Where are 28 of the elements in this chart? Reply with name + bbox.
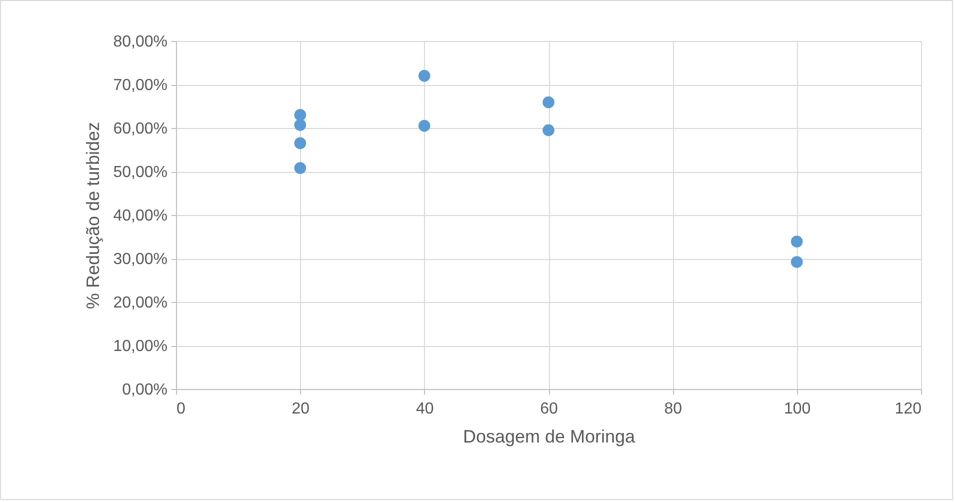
x-tick-label: 20 (292, 400, 310, 418)
y-tick-label: 30,00% (113, 251, 168, 268)
y-axis-title: % Redução de turbidez (83, 122, 104, 310)
point (294, 119, 306, 131)
x-tick-label: 40 (416, 400, 434, 418)
point (294, 137, 306, 150)
y-tick-label: 20,00% (113, 294, 168, 312)
point (418, 120, 430, 132)
point (790, 236, 803, 248)
y-tick-label: 40,00% (113, 208, 168, 224)
y-tick-label: 50,00% (113, 164, 168, 181)
y-tick-label: 80,00% (113, 34, 168, 50)
x-axis-title: Dosagem de Moringa (462, 426, 636, 446)
y-tick-label: 60,00% (113, 120, 168, 138)
y-tick-label: 0,00% (122, 382, 168, 398)
point (418, 70, 430, 82)
x-tick-label: 60 (540, 400, 558, 418)
point (790, 256, 803, 268)
x-tick-label: 0 (176, 400, 186, 418)
y-tick-label: 70,00% (113, 77, 168, 94)
point (294, 109, 306, 121)
point (294, 162, 306, 174)
point (542, 96, 554, 108)
x-tick-label: 100 (784, 400, 811, 418)
point (542, 124, 554, 136)
y-tick-label: 10,00% (113, 338, 168, 355)
x-tick-label: 80 (664, 400, 682, 418)
x-tick-label: 120 (894, 400, 922, 418)
